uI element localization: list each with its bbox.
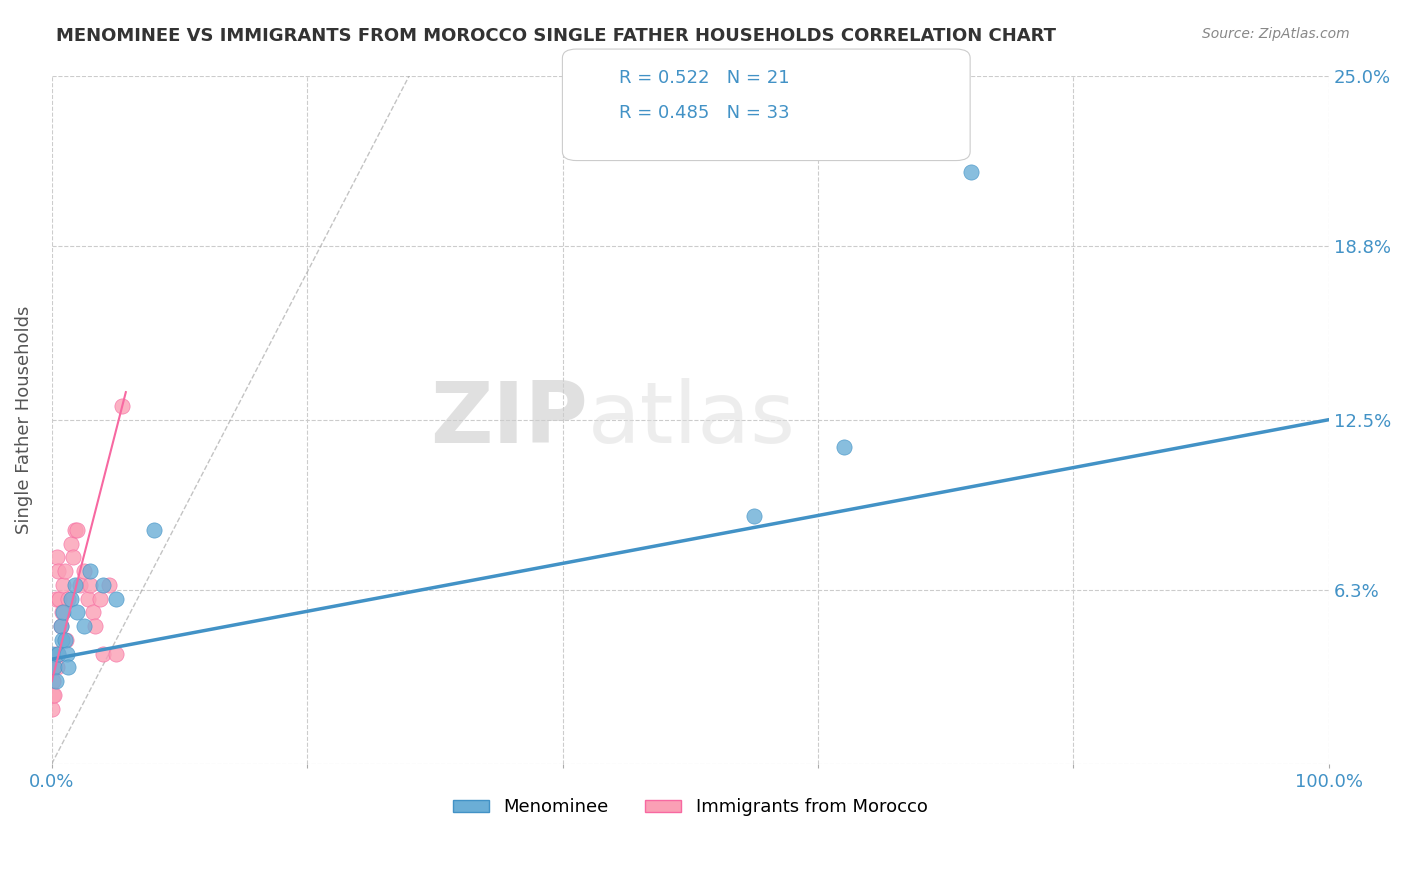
Point <box>49 619 72 633</box>
Point <box>59 591 82 606</box>
Point <box>84 619 107 633</box>
Point <box>41 702 63 716</box>
Point <box>98 578 121 592</box>
Point <box>46 564 69 578</box>
Point <box>45 674 67 689</box>
Point <box>52 578 75 592</box>
Point <box>46 647 69 661</box>
Point <box>832 440 855 454</box>
Point <box>51 632 73 647</box>
Y-axis label: Single Father Households: Single Father Households <box>15 305 32 533</box>
Point <box>53 632 76 647</box>
Point <box>45 647 67 661</box>
Point <box>91 647 114 661</box>
Point <box>79 564 101 578</box>
Point <box>45 660 67 674</box>
Point <box>41 647 63 661</box>
Point <box>42 674 65 689</box>
Point <box>66 606 89 620</box>
Point <box>66 523 89 537</box>
Point <box>63 523 86 537</box>
Text: Source: ZipAtlas.com: Source: ZipAtlas.com <box>1202 27 1350 41</box>
Text: MENOMINEE VS IMMIGRANTS FROM MOROCCO SINGLE FATHER HOUSEHOLDS CORRELATION CHART: MENOMINEE VS IMMIGRANTS FROM MOROCCO SIN… <box>56 27 1056 45</box>
Text: atlas: atlas <box>588 378 796 461</box>
Point <box>49 619 72 633</box>
Point <box>56 647 79 661</box>
Point <box>104 591 127 606</box>
Point <box>69 578 91 592</box>
Text: R = 0.522   N = 21: R = 0.522 N = 21 <box>619 69 789 87</box>
Point <box>111 399 134 413</box>
Point <box>45 591 67 606</box>
Point <box>89 591 111 606</box>
Point <box>62 550 84 565</box>
Point <box>45 550 67 565</box>
Point <box>82 606 104 620</box>
Point <box>58 660 80 674</box>
Point <box>44 660 66 674</box>
Point <box>58 591 80 606</box>
Point <box>44 688 66 702</box>
Point <box>63 578 86 592</box>
Point <box>79 578 101 592</box>
Point <box>44 660 66 674</box>
Point <box>59 536 82 550</box>
Point <box>55 632 77 647</box>
Point <box>742 509 765 524</box>
Point <box>76 591 98 606</box>
Text: ZIP: ZIP <box>430 378 588 461</box>
Point <box>51 606 73 620</box>
Point <box>42 688 65 702</box>
Point <box>46 647 69 661</box>
Point <box>91 578 114 592</box>
Point <box>960 165 983 179</box>
Point <box>142 523 165 537</box>
Point <box>73 564 96 578</box>
Point <box>104 647 127 661</box>
Legend: Menominee, Immigrants from Morocco: Menominee, Immigrants from Morocco <box>446 791 935 823</box>
Point <box>73 619 96 633</box>
Text: R = 0.485   N = 33: R = 0.485 N = 33 <box>619 104 789 122</box>
Point <box>53 564 76 578</box>
Point <box>48 591 70 606</box>
Point <box>52 606 75 620</box>
